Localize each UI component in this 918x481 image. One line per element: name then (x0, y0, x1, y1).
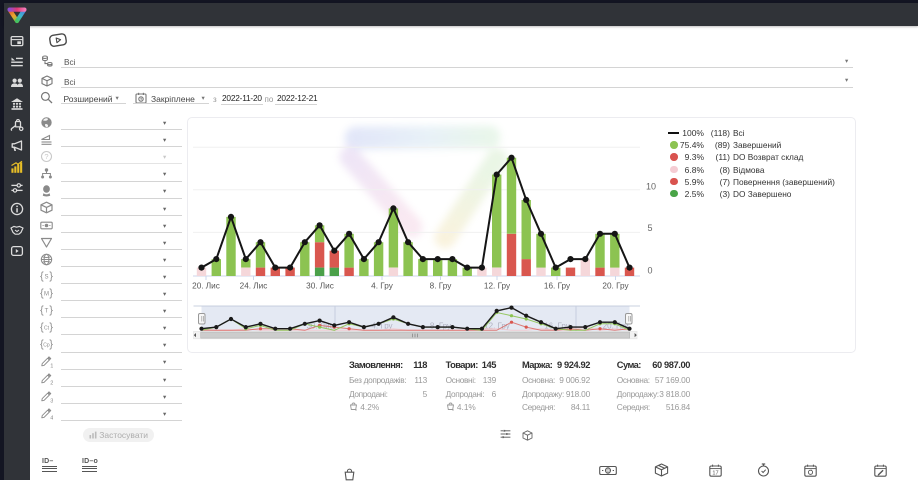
svg-text:12. Гру: 12. Гру (484, 282, 511, 291)
svg-text:24. Лис: 24. Лис (240, 282, 268, 291)
svg-text:4. Гру: 4. Гру (371, 282, 394, 291)
svg-text:20. Гру: 20. Гру (602, 282, 629, 291)
svg-text:?: ? (44, 152, 48, 161)
svg-text:Cp: Cp (43, 343, 50, 349)
svg-text:16. Гру: 16. Гру (544, 322, 570, 331)
svg-text:x: x (355, 407, 357, 411)
svg-text:16. Гру: 16. Гру (544, 282, 571, 291)
svg-text:12. Гру: 12. Гру (484, 322, 510, 331)
svg-text:4: 4 (50, 415, 53, 420)
svg-text:S: S (44, 274, 48, 280)
svg-text:5: 5 (647, 223, 652, 233)
svg-text:17: 17 (712, 471, 718, 477)
svg-text:2: 2 (50, 381, 53, 386)
svg-text:1: 1 (50, 364, 53, 369)
svg-text:4. Гру: 4. Гру (371, 322, 392, 331)
svg-text:20. Лис: 20. Лис (192, 282, 220, 291)
svg-text:3: 3 (50, 398, 53, 403)
svg-text:30. Лис: 30. Лис (306, 282, 334, 291)
svg-text:M: M (44, 292, 49, 298)
svg-text:8. Гру: 8. Гру (430, 282, 453, 291)
svg-text:8. Гру: 8. Гру (430, 322, 451, 331)
svg-text:0: 0 (647, 266, 652, 276)
svg-text:10: 10 (646, 181, 656, 191)
svg-text:x: x (452, 407, 454, 411)
svg-text:20. Гру: 20. Гру (603, 322, 629, 331)
svg-text:0: 0 (606, 469, 609, 475)
svg-text:T: T (45, 309, 49, 315)
svg-text:Ct: Ct (44, 326, 50, 332)
